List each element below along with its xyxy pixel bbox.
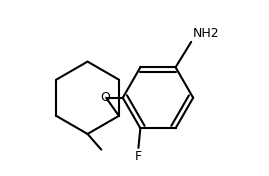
Text: O: O [100, 91, 110, 104]
Text: F: F [135, 150, 142, 163]
Text: NH2: NH2 [193, 27, 220, 40]
